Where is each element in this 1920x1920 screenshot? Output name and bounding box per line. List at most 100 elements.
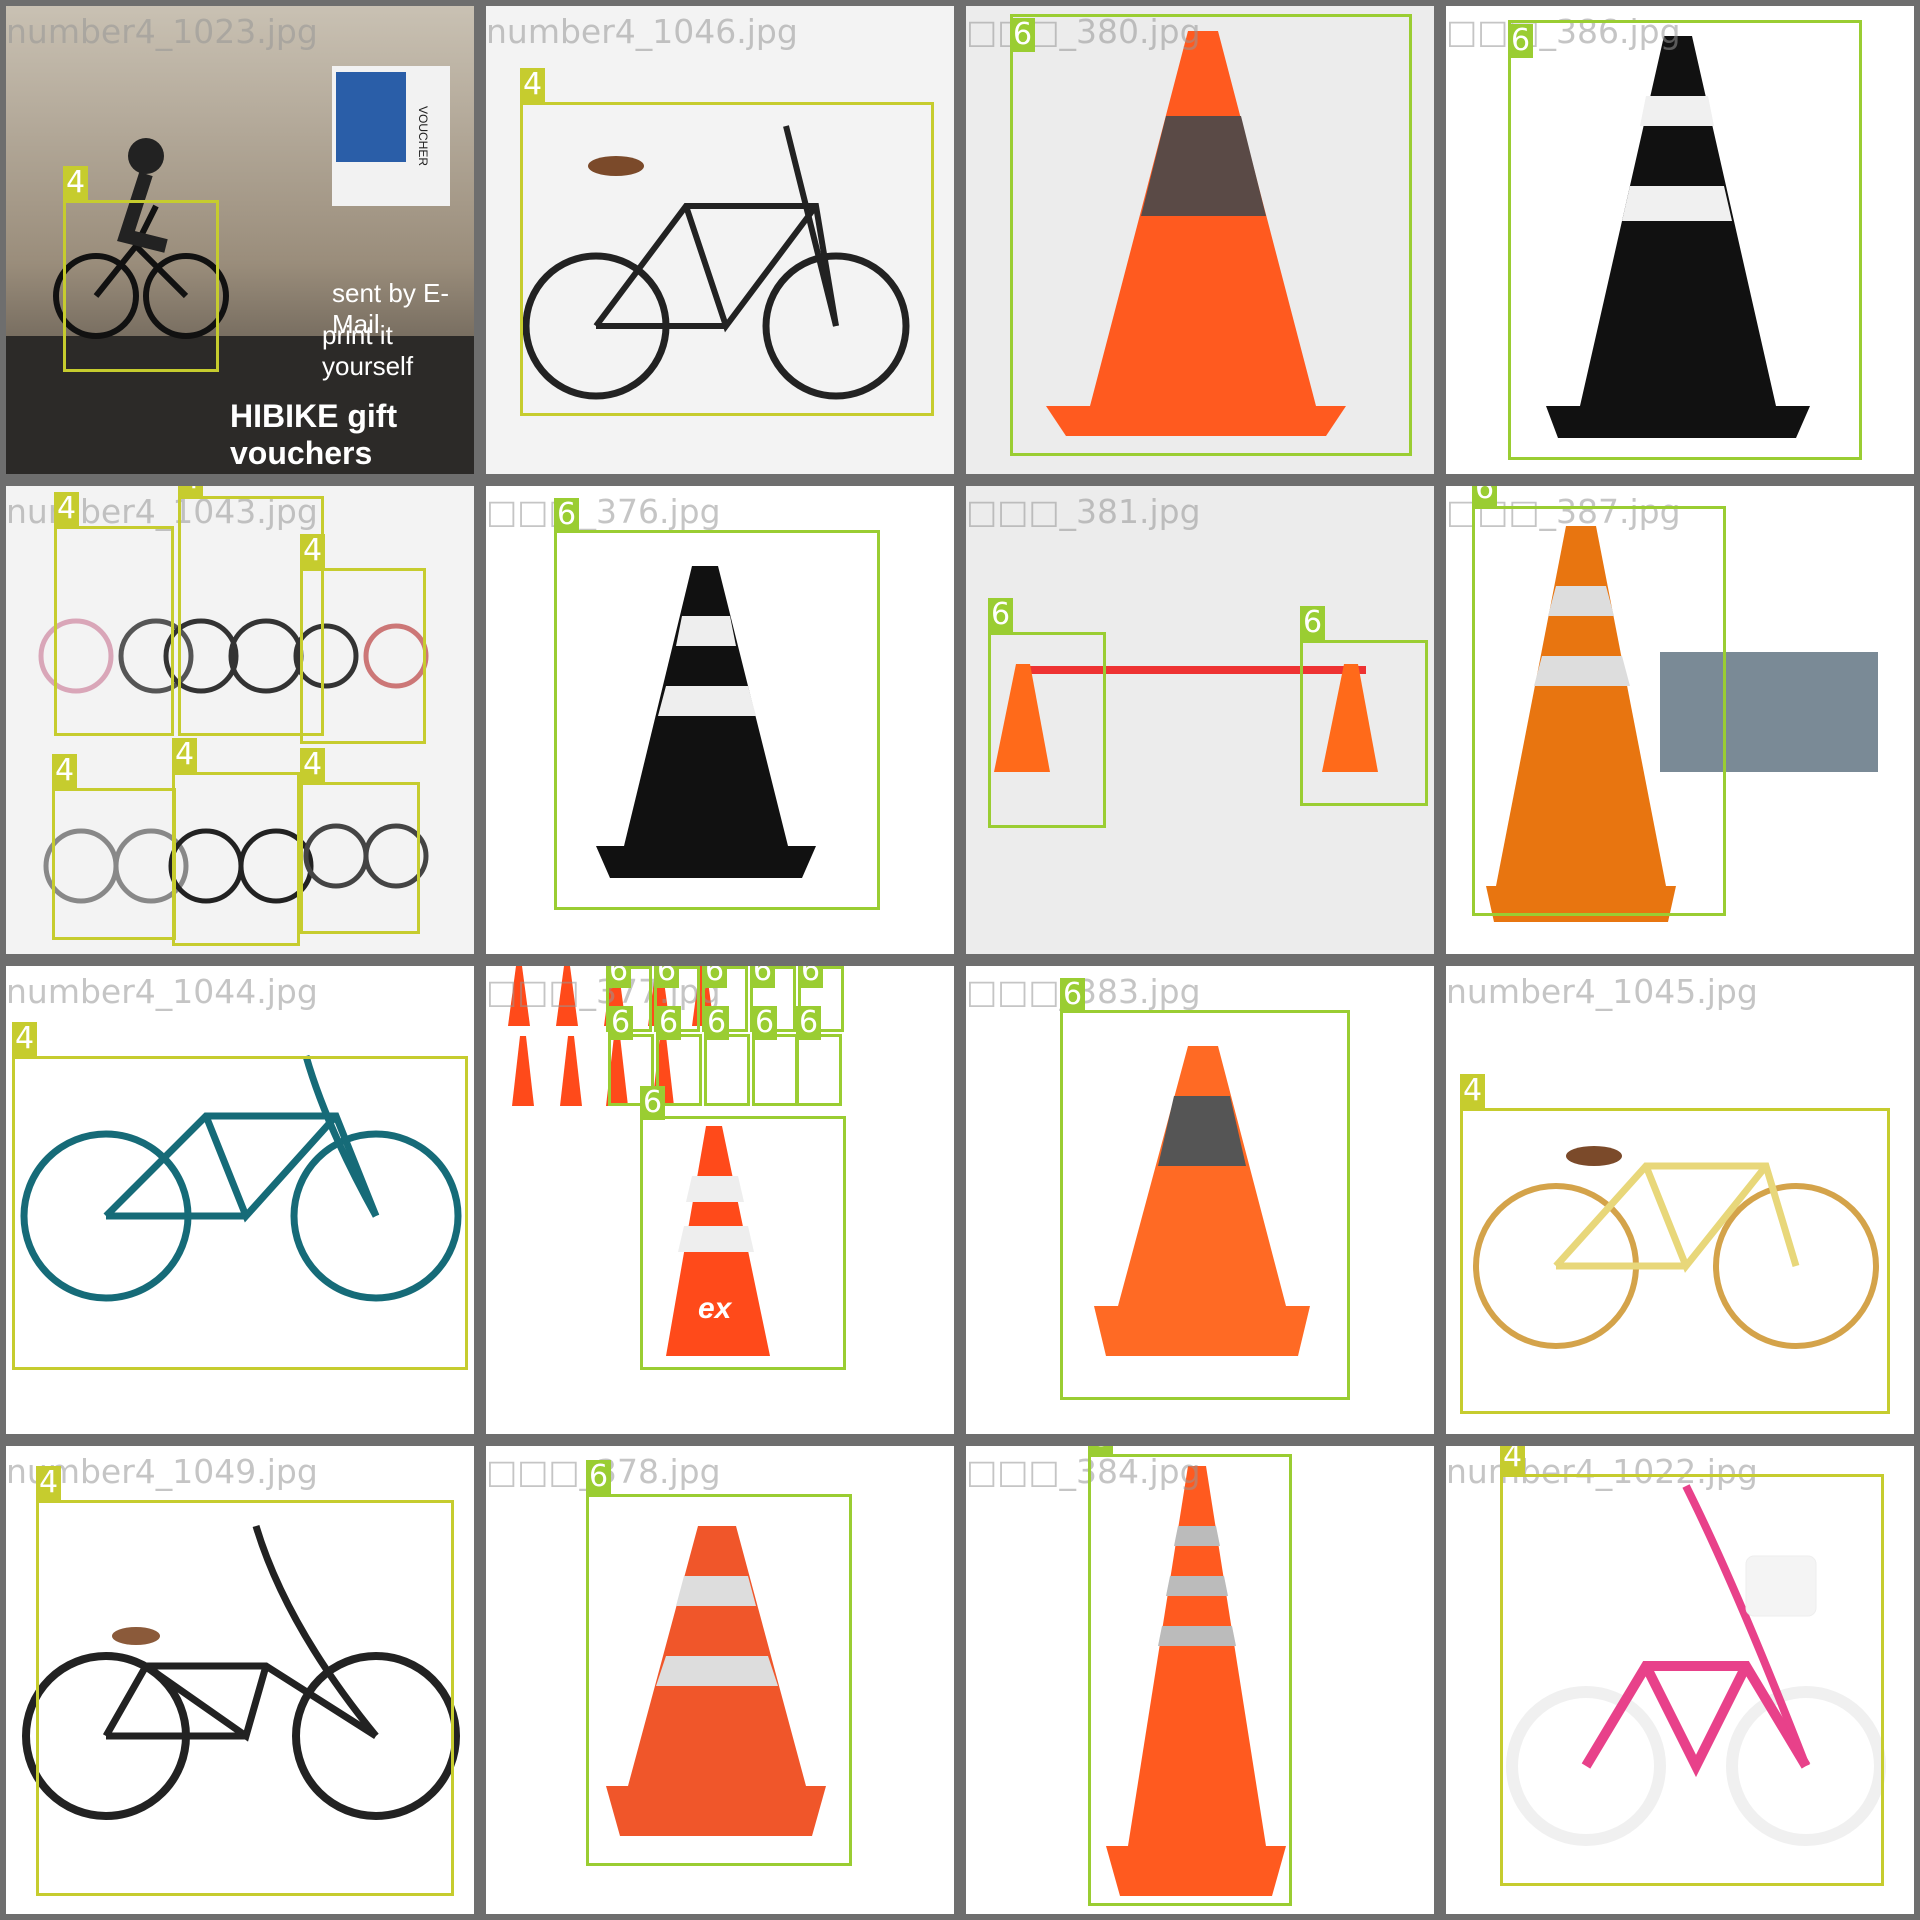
- bounding-box: [63, 200, 219, 372]
- tile-image: [20, 1055, 462, 1302]
- grid-tile: ex □□□_377.jpg 6 6 6 6 6 6 6 6 6 6 6: [486, 966, 954, 1434]
- tile-filename: number4_1022.jpg: [1446, 1452, 1758, 1491]
- grid-tile: number4_1043.jpg 4 4 4 4 4 4: [6, 486, 474, 954]
- class-label: 4: [300, 748, 326, 782]
- bounding-box: [1300, 640, 1428, 806]
- class-label: 6: [988, 598, 1014, 632]
- grid-tile: □□□_380.jpg 6: [966, 6, 1434, 474]
- tile-image: [38, 618, 429, 904]
- class-label: 6: [1010, 18, 1036, 52]
- class-label: 6: [1060, 978, 1086, 1012]
- tile-filename: □□□_381.jpg: [966, 492, 1201, 531]
- tile-image: [1106, 1466, 1286, 1896]
- bounding-box: [300, 568, 426, 744]
- tile-filename: number4_1044.jpg: [6, 972, 318, 1011]
- tile-filename: number4_1046.jpg: [486, 12, 798, 51]
- tile-image: [522, 125, 910, 400]
- grid-tile: number4_1049.jpg 4: [6, 1446, 474, 1914]
- bounding-box: [36, 1500, 454, 1896]
- class-label: 6: [554, 498, 580, 532]
- grid-tile: sent by E-Mail print it yourself HIBIKE …: [6, 6, 474, 474]
- bounding-box: [1508, 20, 1862, 460]
- cone-logo-text: ex: [698, 1292, 732, 1325]
- tile-filename: □□□_386.jpg: [1446, 12, 1681, 51]
- bounding-box: [704, 1034, 750, 1106]
- class-label: 4: [36, 1466, 62, 1500]
- class-label: 4: [520, 68, 546, 102]
- class-label: 4: [63, 166, 89, 200]
- tile-image: [596, 566, 816, 878]
- tile-filename: □□□_377.jpg: [486, 972, 721, 1011]
- bounding-box: [640, 1116, 846, 1370]
- class-label: 4: [54, 492, 80, 526]
- grid-tile: □□□_386.jpg 6: [1446, 6, 1914, 474]
- grid-tile: number4_1044.jpg 4: [6, 966, 474, 1434]
- bounding-box: [178, 496, 324, 736]
- grid-tile: number4_1046.jpg 4: [486, 6, 954, 474]
- class-label: 6: [704, 1006, 730, 1040]
- class-label: 6: [702, 966, 728, 988]
- grid-tile: □□□_381.jpg 6 6: [966, 486, 1434, 954]
- bounding-box: [1088, 1454, 1292, 1906]
- overlay-line1: sent by E-Mail: [332, 278, 450, 339]
- overlay-title: HIBIKE gift vouchers: [230, 398, 398, 471]
- class-label: 6: [656, 1006, 682, 1040]
- grid-tile: □□□_376.jpg 6: [486, 486, 954, 954]
- bounding-box: [12, 1056, 468, 1370]
- class-label: 4: [12, 1022, 38, 1056]
- tile-image: [22, 1524, 460, 1820]
- bounding-box: [1472, 506, 1726, 916]
- class-label: 4: [1500, 1446, 1526, 1474]
- tile-filename: □□□_384.jpg: [966, 1452, 1201, 1491]
- bounding-box: [586, 1494, 852, 1866]
- tile-image: [1546, 36, 1810, 438]
- bounding-box: [752, 1034, 798, 1106]
- class-label: 6: [586, 1460, 612, 1494]
- tile-filename: number4_1045.jpg: [1446, 972, 1758, 1011]
- tile-image: [1046, 31, 1346, 436]
- class-label: 4: [300, 534, 326, 568]
- tile-image: [1094, 1046, 1310, 1356]
- grid-tile: □□□_383.jpg 6: [966, 966, 1434, 1434]
- grid-tile: number4_1045.jpg 4: [1446, 966, 1914, 1434]
- bounding-box: [1010, 14, 1412, 456]
- class-label: 6: [1508, 24, 1534, 58]
- tile-filename: □□□_380.jpg: [966, 12, 1201, 51]
- class-label: 6: [1472, 486, 1498, 506]
- bounding-box: [52, 788, 176, 940]
- class-label: 6: [796, 1006, 822, 1040]
- tile-image: [994, 664, 1378, 772]
- class-label: 6: [608, 1006, 634, 1040]
- class-label: 6: [1088, 1446, 1114, 1454]
- voucher-text: VOUCHER: [416, 106, 430, 167]
- grid-tile: number4_1022.jpg 4: [1446, 1446, 1914, 1914]
- bounding-box: [520, 102, 934, 416]
- class-label: 4: [172, 738, 198, 772]
- bounding-box: [554, 530, 880, 910]
- class-label: 6: [752, 1006, 778, 1040]
- grid-tile: □□□_387.jpg 6: [1446, 486, 1914, 954]
- class-label: 6: [1300, 606, 1326, 640]
- class-label: 6: [750, 966, 776, 988]
- bounding-box: [300, 782, 420, 934]
- class-label: 6: [798, 966, 824, 988]
- class-label: 6: [606, 966, 632, 988]
- bounding-box: [1060, 1010, 1350, 1400]
- bounding-box: [54, 526, 174, 736]
- class-label: 6: [654, 966, 680, 988]
- grid-tile: □□□_384.jpg 6: [966, 1446, 1434, 1914]
- tile-image: [1473, 1146, 1879, 1349]
- tile-image: [1506, 1484, 1886, 1846]
- overlay-line2: print it yourself: [322, 320, 414, 381]
- class-label: 4: [1460, 1074, 1486, 1108]
- bounding-box: [1460, 1108, 1890, 1414]
- class-label: 4: [178, 486, 204, 496]
- tile-image: [6, 6, 474, 474]
- bounding-box: [988, 632, 1106, 828]
- class-label: 4: [52, 754, 78, 788]
- bounding-box: [796, 1034, 842, 1106]
- tile-filename: □□□_376.jpg: [486, 492, 721, 531]
- tile-filename: number4_1023.jpg: [6, 12, 318, 51]
- bounding-box: [1500, 1474, 1884, 1886]
- tile-image: [606, 1526, 826, 1836]
